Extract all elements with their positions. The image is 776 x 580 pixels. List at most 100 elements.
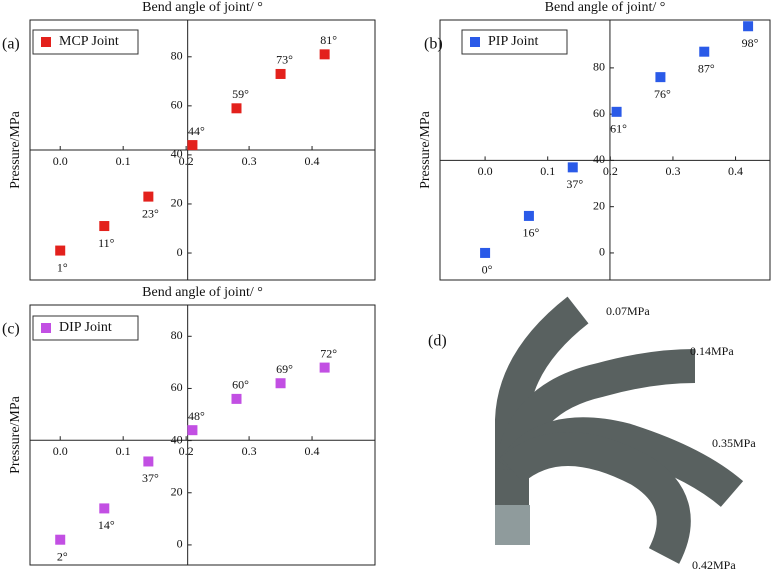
- data-label: 81°: [320, 33, 337, 47]
- legend-box: [461, 29, 568, 55]
- data-label: 37°: [566, 177, 583, 191]
- x-tick-label: 0.3: [665, 164, 680, 178]
- y-tick-label: 40: [171, 147, 183, 161]
- y-tick-label: 0: [177, 245, 183, 259]
- data-label: 60°: [232, 378, 249, 392]
- chart: Bend angle of joint/ ° Pressure/MPa (a) 0.0…: [2, 0, 376, 281]
- y-tick-label: 40: [171, 432, 183, 446]
- x-tick-label: 0.0: [53, 154, 68, 168]
- finger-shape: [500, 432, 691, 564]
- data-point: [743, 21, 754, 32]
- data-point: [655, 72, 666, 83]
- y-tick-label: 60: [593, 106, 605, 120]
- data-point: [55, 245, 66, 256]
- legend-marker: [41, 323, 51, 333]
- data-label: 98°: [742, 36, 759, 50]
- data-label: 23°: [142, 206, 159, 220]
- x-tick-label: 0.0: [478, 164, 493, 178]
- data-point: [187, 425, 198, 436]
- data-point: [480, 247, 491, 258]
- plot-frame: [439, 19, 771, 281]
- legend-label: MCP Joint: [59, 34, 119, 49]
- x-axis-title: Bend angle of joint/ °: [142, 0, 263, 15]
- data-point: [99, 221, 110, 232]
- data-label: 73°: [276, 53, 293, 67]
- data-label: 44°: [188, 124, 205, 138]
- data-point: [567, 162, 578, 173]
- data-label: 72°: [320, 346, 337, 360]
- y-axis-title: Pressure/MPa: [8, 395, 23, 474]
- data-label: 0°: [482, 263, 493, 277]
- data-label: 1°: [57, 260, 68, 274]
- legend-label: PIP Joint: [488, 34, 539, 49]
- finger-shape: [495, 296, 589, 510]
- data-point: [523, 210, 534, 221]
- x-tick-label: 0.1: [116, 154, 131, 168]
- data-point: [55, 534, 66, 545]
- x-tick-label: 0.4: [305, 444, 320, 458]
- data-point: [187, 140, 198, 151]
- x-tick-label: 0.2: [179, 444, 194, 458]
- pressure-label: 0.35MPa: [712, 436, 756, 450]
- legend-marker: [470, 37, 480, 47]
- actuator: [495, 296, 744, 564]
- finger-shape: [495, 349, 696, 473]
- data-point: [99, 503, 110, 514]
- pressure-label: 0.14MPa: [690, 344, 734, 358]
- data-label: 87°: [698, 61, 715, 75]
- x-axis-title: Bend angle of joint/ °: [142, 285, 263, 300]
- data-label: 11°: [98, 236, 115, 250]
- y-axis-title: Pressure/MPa: [8, 110, 23, 189]
- data-label: 69°: [276, 362, 293, 376]
- data-label: 48°: [188, 409, 205, 423]
- panel-label: (c): [2, 321, 20, 338]
- y-tick-label: 20: [593, 198, 605, 212]
- data-label: 61°: [610, 122, 627, 136]
- y-tick-label: 0: [177, 537, 183, 551]
- y-tick-label: 40: [593, 152, 605, 166]
- x-tick-label: 0.2: [603, 164, 618, 178]
- data-point: [275, 378, 286, 389]
- pressure-label: 0.42MPa: [692, 558, 736, 572]
- x-tick-label: 0.4: [305, 154, 320, 168]
- x-tick-label: 0.1: [540, 164, 555, 178]
- panel-label: (b): [424, 36, 443, 53]
- x-tick-label: 0.0: [53, 444, 68, 458]
- x-tick-label: 0.4: [728, 164, 743, 178]
- data-label: 16°: [523, 226, 540, 240]
- data-point: [611, 106, 622, 117]
- x-tick-label: 0.3: [242, 444, 257, 458]
- chart: Bend angle of joint/ ° Pressure/MPa (b) 0.0…: [418, 0, 771, 281]
- y-tick-label: 80: [593, 60, 605, 74]
- data-point: [143, 191, 154, 202]
- x-tick-label: 0.3: [242, 154, 257, 168]
- y-tick-label: 20: [171, 485, 183, 499]
- x-tick-label: 0.2: [179, 154, 194, 168]
- y-tick-label: 60: [171, 380, 183, 394]
- panel-label: (d): [428, 333, 447, 350]
- data-label: 76°: [654, 87, 671, 101]
- data-label: 2°: [57, 549, 68, 563]
- y-tick-label: 60: [171, 98, 183, 112]
- plot-frame: [29, 304, 376, 566]
- diagram: (d) 0.07MPa 0.14MPa 0.35MPa 0.42MPa: [428, 296, 756, 572]
- data-point: [231, 393, 242, 404]
- x-tick-label: 0.1: [116, 444, 131, 458]
- data-label: 14°: [98, 518, 115, 532]
- data-point: [143, 456, 154, 467]
- data-label: 37°: [142, 471, 159, 485]
- y-tick-label: 80: [171, 49, 183, 63]
- legend-marker: [41, 37, 51, 47]
- data-point: [275, 68, 286, 79]
- actuator-base: [495, 505, 530, 545]
- data-point: [699, 46, 710, 57]
- y-axis-title: Pressure/MPa: [418, 110, 433, 189]
- y-tick-label: 0: [599, 245, 605, 259]
- data-label: 59°: [232, 87, 249, 101]
- data-point: [319, 362, 330, 373]
- y-tick-label: 20: [171, 196, 183, 210]
- pressure-label: 0.07MPa: [606, 304, 650, 318]
- data-point: [319, 49, 330, 60]
- y-tick-label: 80: [171, 328, 183, 342]
